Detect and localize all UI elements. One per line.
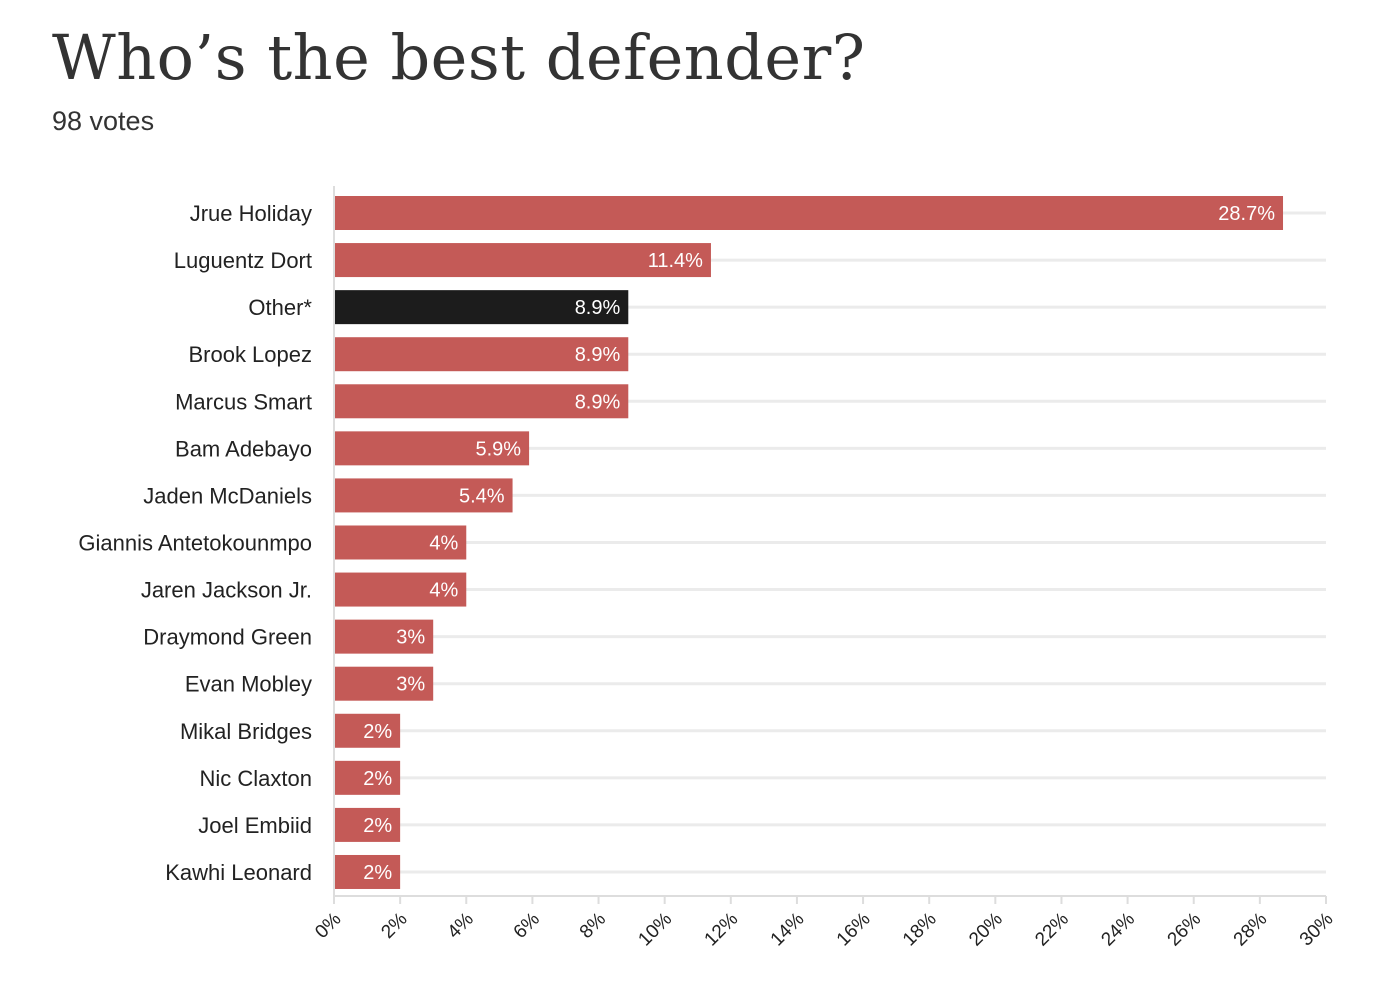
x-tick-label-10: 20%	[965, 909, 1007, 951]
x-tick-label-2: 4%	[444, 909, 478, 943]
category-label-10: Evan Mobley	[185, 672, 312, 697]
x-tick-labels: 0% 2% 4% 6% 8% 10% 12% 14% 16% 18% 20% 22% 24% 26% 28%…	[311, 909, 1337, 951]
category-label-0: Jrue Holiday	[190, 201, 312, 226]
category-label-8: Jaren Jackson Jr.	[141, 578, 312, 603]
x-tick-label-12: 24%	[1097, 909, 1139, 951]
chart-title: Who’s the best defender?	[52, 21, 866, 94]
x-tick-label-9: 18%	[899, 909, 941, 951]
x-tick-label-5: 10%	[634, 909, 676, 951]
bar-value-label-6: 5.4%	[459, 485, 505, 507]
bar-14	[335, 854, 401, 889]
bar-5	[335, 431, 530, 466]
axes	[333, 186, 1327, 904]
category-label-14: Kawhi Leonard	[165, 860, 312, 885]
x-tick-label-8: 16%	[833, 909, 875, 951]
bar-9	[335, 619, 434, 654]
bar-value-label-12: 2%	[363, 768, 392, 790]
category-label-9: Draymond Green	[143, 625, 312, 650]
vote-count: 98 votes	[52, 106, 155, 136]
bar-value-label-10: 3%	[396, 674, 425, 696]
bar-value-label-5: 5.9%	[475, 438, 521, 460]
category-label-12: Nic Claxton	[200, 766, 312, 791]
x-tick-label-6: 12%	[701, 909, 743, 951]
x-tick-label-14: 28%	[1230, 909, 1272, 951]
category-label-1: Luguentz Dort	[174, 248, 312, 273]
bar-value-label-11: 2%	[363, 721, 392, 743]
bar-0	[335, 196, 1284, 230]
category-label-13: Joel Embiid	[198, 813, 312, 838]
bars: 28.7% 11.4% 8.9% 8.9% 8.9% 5.9% 5.4% 4% 4% 3% 3% 2%…	[335, 196, 1284, 889]
category-label-7: Giannis Antetokounmpo	[78, 530, 312, 555]
bar-4	[335, 384, 629, 419]
bar-10	[335, 666, 434, 701]
bar-value-label-0: 28.7%	[1218, 203, 1275, 225]
x-tick-label-1: 2%	[377, 909, 411, 943]
bar-value-label-3: 8.9%	[575, 344, 621, 366]
bar-value-label-7: 4%	[429, 532, 458, 554]
x-tick-label-0: 0%	[311, 909, 345, 943]
bar-value-label-13: 2%	[363, 815, 392, 837]
bar-value-label-2: 8.9%	[575, 297, 621, 319]
category-label-11: Mikal Bridges	[180, 719, 312, 744]
category-labels: Jrue Holiday Luguentz Dort Other* Brook Lop…	[78, 201, 312, 885]
category-label-5: Bam Adebayo	[175, 436, 312, 461]
bar-13	[335, 807, 401, 842]
bar-value-label-1: 11.4%	[648, 250, 703, 272]
category-label-4: Marcus Smart	[175, 389, 312, 414]
x-tick-label-11: 22%	[1031, 909, 1073, 951]
x-tick-label-13: 26%	[1164, 909, 1206, 951]
bar-2	[335, 290, 629, 325]
category-label-6: Jaden McDaniels	[143, 483, 312, 508]
bar-1	[335, 243, 711, 278]
category-label-2: Other*	[248, 295, 312, 320]
bar-7	[335, 525, 467, 560]
bar-3	[335, 337, 629, 372]
x-tick-label-7: 14%	[767, 909, 809, 951]
x-tick-label-15: 30%	[1296, 909, 1338, 951]
bar-value-label-8: 4%	[429, 580, 458, 602]
bar-value-label-4: 8.9%	[575, 391, 621, 413]
bar-6	[335, 478, 513, 513]
bar-12	[335, 760, 401, 795]
bar-8	[335, 572, 467, 607]
category-label-3: Brook Lopez	[188, 342, 312, 367]
x-tick-label-3: 6%	[510, 909, 544, 943]
bar-11	[335, 713, 401, 748]
bar-value-label-14: 2%	[363, 862, 392, 884]
bar-value-label-9: 3%	[396, 627, 425, 649]
x-tick-label-4: 8%	[576, 909, 610, 943]
